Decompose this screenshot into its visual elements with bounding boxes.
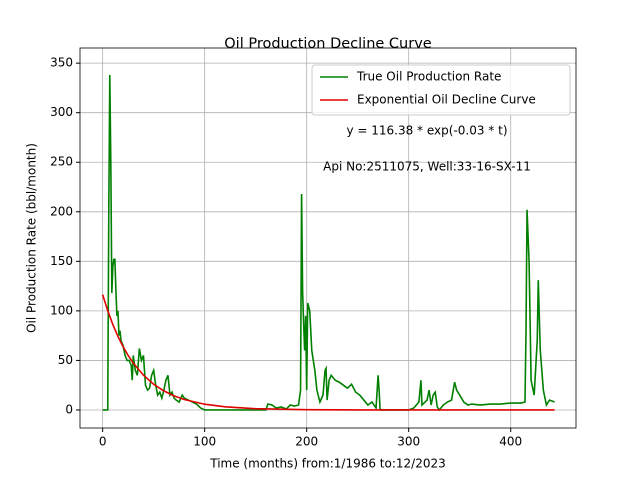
y-tick-label: 150: [50, 254, 73, 268]
data-line: [102, 75, 555, 412]
y-axis-label: Oil Production Rate (bbl/month): [25, 143, 39, 333]
x-tick-label: 0: [99, 435, 107, 449]
y-tick-label: 300: [50, 105, 73, 119]
axes-frame: [79, 47, 577, 429]
x-tick-label: 300: [397, 435, 420, 449]
y-tick-label: 100: [50, 303, 73, 317]
y-tick-label: 200: [50, 204, 73, 218]
chart-title: Oil Production Decline Curve: [224, 36, 432, 52]
y-tick-label: 250: [50, 155, 73, 169]
annotation: Api No:2511075, Well:33-16-SX-11: [323, 160, 531, 174]
x-tick-label: 100: [193, 435, 216, 449]
legend-label: Exponential Oil Decline Curve: [357, 93, 536, 107]
y-tick-label: 0: [65, 402, 73, 416]
x-tick-label: 200: [295, 435, 318, 449]
x-tick-label: 400: [499, 435, 522, 449]
legend-box: [311, 64, 571, 116]
y-tick-label: 350: [50, 56, 73, 70]
x-axis-label: Time (months) from:1/1986 to:12/2023: [209, 457, 446, 471]
annotation: y = 116.38 * exp(-0.03 * t): [346, 124, 507, 138]
y-tick-label: 50: [58, 353, 73, 367]
legend-label: True Oil Production Rate: [356, 70, 501, 84]
data-line: [101, 294, 555, 411]
